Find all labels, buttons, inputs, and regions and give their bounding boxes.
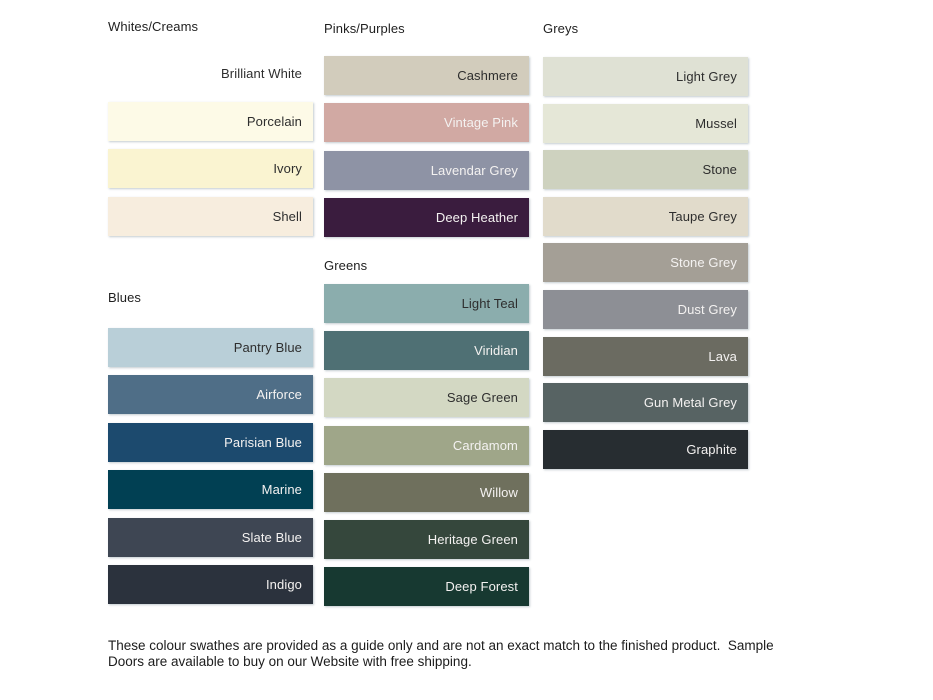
swatch-airforce: Airforce — [108, 375, 313, 414]
section-title-greys: Greys — [543, 21, 579, 36]
swatch-slate-blue: Slate Blue — [108, 518, 313, 557]
swatch-label: Cardamom — [452, 438, 518, 453]
swatch-gun-metal-grey: Gun Metal Grey — [543, 383, 748, 422]
swatch-shell: Shell — [108, 197, 313, 236]
disclaimer-text: These colour swathes are provided as a g… — [108, 638, 774, 669]
swatch-label: Brilliant White — [221, 66, 302, 81]
swatch-label: Lavendar Grey — [430, 163, 518, 178]
swatch-ivory: Ivory — [108, 149, 313, 188]
section-title-blues: Blues — [108, 290, 142, 305]
swatch-label: Mussel — [695, 116, 737, 131]
swatch-mussel: Mussel — [543, 104, 748, 143]
swatch-brilliant-white: Brilliant White — [108, 54, 313, 93]
swatch-label: Gun Metal Grey — [643, 395, 737, 410]
swatch-willow: Willow — [324, 473, 529, 512]
swatch-lava: Lava — [543, 337, 748, 376]
swatch-label: Light Grey — [676, 69, 737, 84]
swatch-label: Heritage Green — [427, 532, 518, 547]
swatch-deep-heather: Deep Heather — [324, 198, 529, 237]
swatch-label: Graphite — [686, 442, 737, 457]
swatch-label: Willow — [479, 485, 518, 500]
swatch-deep-forest: Deep Forest — [324, 567, 529, 606]
section-title-whites-creams: Whites/Creams — [108, 19, 199, 34]
swatch-graphite: Graphite — [543, 430, 748, 469]
swatch-label: Deep Heather — [435, 210, 518, 225]
swatch-indigo: Indigo — [108, 565, 313, 604]
swatch-light-teal: Light Teal — [324, 284, 529, 323]
swatch-label: Shell — [272, 209, 302, 224]
swatch-label: Cashmere — [457, 68, 518, 83]
swatch-viridian: Viridian — [324, 331, 529, 370]
swatch-label: Viridian — [474, 343, 518, 358]
swatch-label: Lava — [708, 349, 737, 364]
swatch-lavendar-grey: Lavendar Grey — [324, 151, 529, 190]
swatch-light-grey: Light Grey — [543, 57, 748, 96]
swatch-vintage-pink: Vintage Pink — [324, 103, 529, 142]
swatch-porcelain: Porcelain — [108, 102, 313, 141]
swatch-label: Slate Blue — [241, 530, 302, 545]
swatch-label: Airforce — [256, 387, 302, 402]
swatch-stone: Stone — [543, 150, 748, 189]
swatch-marine: Marine — [108, 470, 313, 509]
swatch-cashmere: Cashmere — [324, 56, 529, 95]
swatch-parisian-blue: Parisian Blue — [108, 423, 313, 462]
swatch-label: Indigo — [265, 577, 302, 592]
swatch-dust-grey: Dust Grey — [543, 290, 748, 329]
swatch-label: Stone — [702, 162, 737, 177]
swatch-label: Porcelain — [246, 114, 302, 129]
swatch-label: Taupe Grey — [668, 209, 737, 224]
swatch-label: Dust Grey — [677, 302, 737, 317]
swatch-stone-grey: Stone Grey — [543, 243, 748, 282]
swatch-label: Light Teal — [461, 296, 518, 311]
swatch-cardamom: Cardamom — [324, 426, 529, 465]
swatch-heritage-green: Heritage Green — [324, 520, 529, 559]
swatch-label: Parisian Blue — [224, 435, 302, 450]
swatch-label: Deep Forest — [445, 579, 518, 594]
swatch-label: Pantry Blue — [233, 340, 302, 355]
swatch-label: Marine — [261, 482, 302, 497]
swatch-label: Stone Grey — [670, 255, 737, 270]
swatch-sage-green: Sage Green — [324, 378, 529, 417]
swatch-label: Ivory — [273, 161, 302, 176]
swatch-taupe-grey: Taupe Grey — [543, 197, 748, 236]
section-title-greens: Greens — [324, 258, 368, 273]
swatch-label: Sage Green — [446, 390, 518, 405]
section-title-pinks-purples: Pinks/Purples — [324, 21, 405, 36]
swatch-pantry-blue: Pantry Blue — [108, 328, 313, 367]
swatch-label: Vintage Pink — [444, 115, 518, 130]
